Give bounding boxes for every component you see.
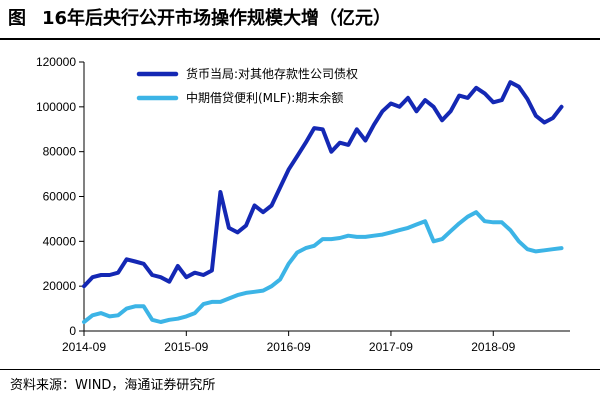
x-tick-label: 2018-09 — [471, 340, 515, 354]
y-tick-label: 80000 — [43, 145, 77, 159]
series-line-1 — [82, 80, 564, 289]
y-tick-label: 0 — [69, 324, 76, 338]
y-tick-label: 100000 — [36, 100, 76, 114]
y-tick-label: 120000 — [36, 55, 76, 69]
legend-label-series-2: 中期借贷便利(MLF):期末余额 — [186, 90, 343, 105]
y-tick-label: 40000 — [43, 234, 77, 248]
x-axis-ticks: 2014-09 2015-09 2016-09 2017-09 2018-09 — [62, 331, 516, 354]
source-rule — [0, 369, 600, 370]
y-tick-label: 20000 — [43, 279, 77, 293]
figure-title-text: 16年后央行公开市场操作规模大增（亿元） — [42, 8, 392, 29]
chart-legend: 货币当局:对其他存款性公司债权 中期借贷便利(MLF):期末余额 — [136, 66, 358, 105]
figure-prefix: 图 — [8, 8, 26, 29]
line-chart: 0 20000 40000 60000 80000 100000 120000 2014-0… — [36, 55, 570, 354]
series-lines — [82, 80, 564, 324]
y-axis-ticks: 0 20000 40000 60000 80000 100000 120000 — [36, 55, 84, 338]
x-tick-label: 2014-09 — [62, 340, 106, 354]
series-line-2 — [82, 210, 564, 324]
y-tick-label: 60000 — [43, 190, 77, 204]
legend-label-series-1: 货币当局:对其他存款性公司债权 — [186, 66, 358, 81]
source-note: 资料来源：WIND，海通证券研究所 — [10, 378, 216, 393]
x-tick-label: 2017-09 — [369, 340, 413, 354]
title-rule — [0, 38, 600, 40]
x-tick-label: 2016-09 — [267, 340, 311, 354]
x-tick-label: 2015-09 — [164, 340, 208, 354]
figure-title: 图 16年后央行公开市场操作规模大增（亿元） — [8, 4, 592, 34]
